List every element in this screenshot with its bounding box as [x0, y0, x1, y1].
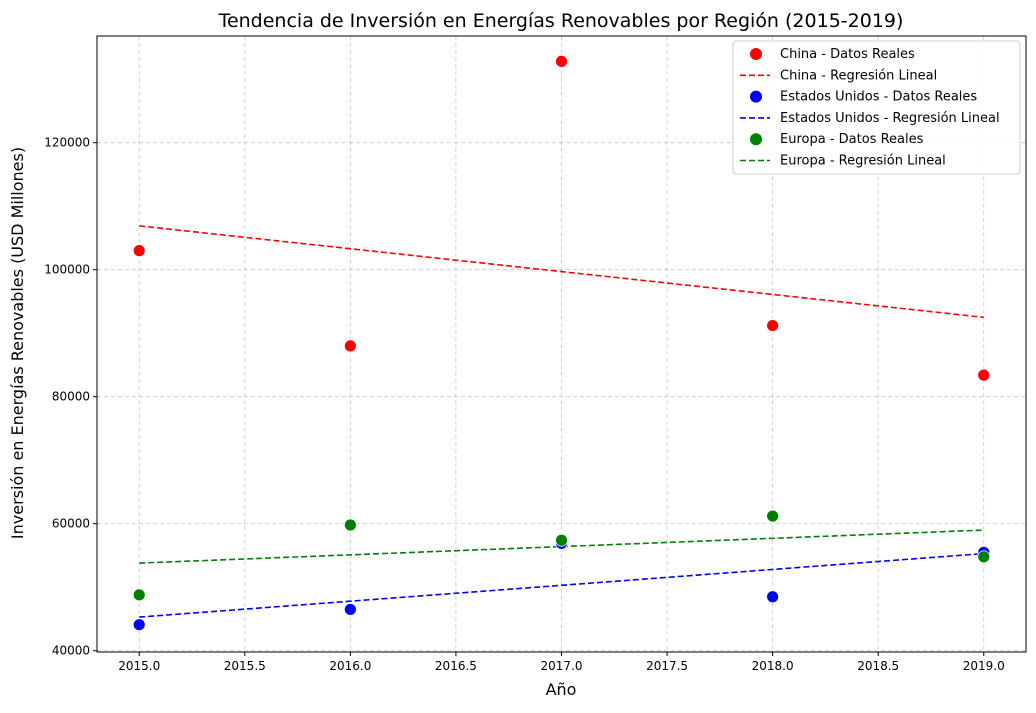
x-tick-label: 2016.0 [329, 659, 371, 673]
data-series [132, 55, 991, 632]
y-tick-label: 60000 [52, 517, 90, 531]
x-tick-label: 2017.0 [541, 659, 583, 673]
data-point [766, 509, 780, 523]
x-tick-label: 2015.5 [224, 659, 266, 673]
data-point [132, 244, 146, 258]
y-tick-label: 100000 [44, 263, 90, 277]
data-point [977, 550, 991, 564]
legend-box [732, 40, 1021, 175]
axes: 2015.0 2015.5 2016.0 2016.5 2017.0 2017.5 2018… [44, 35, 1027, 673]
data-point [766, 319, 780, 332]
legend-label: China - Regresión Lineal [780, 68, 937, 83]
x-axis-label: Año [546, 680, 577, 699]
data-point [555, 533, 568, 547]
y-tick-label: 40000 [52, 644, 90, 658]
data-point [343, 339, 357, 353]
data-point [132, 588, 146, 602]
data-point [343, 603, 357, 616]
legend-marker [750, 90, 762, 103]
data-point [977, 368, 991, 382]
legend-label: Estados Unidos - Regresión Lineal [780, 111, 1000, 126]
x-tick-label: 2015.0 [118, 659, 160, 673]
legend-label: Estados Unidos - Datos Reales [780, 90, 977, 105]
data-point [343, 518, 357, 532]
legend-label: Europa - Datos Reales [780, 132, 924, 147]
x-tick-label: 2019.0 [963, 659, 1005, 673]
chart-title: Tendencia de Inversión en Energías Renov… [218, 10, 904, 32]
regression-line [139, 529, 984, 564]
legend-label: China - Datos Reales [780, 47, 915, 62]
data-point [132, 618, 146, 632]
y-tick-label: 80000 [52, 390, 90, 404]
x-tick-label: 2018.5 [857, 659, 899, 673]
regression-line [139, 552, 984, 618]
y-tick-label: 120000 [44, 136, 90, 150]
data-point [766, 590, 780, 604]
legend-marker [750, 133, 762, 146]
legend-label: Europa - Regresión Lineal [780, 154, 946, 169]
legend-marker [750, 48, 762, 60]
y-axis-label: Inversión en Energías Renovables (USD Mi… [8, 147, 27, 539]
data-point [555, 55, 568, 68]
regression-line [139, 225, 984, 319]
x-tick-label: 2016.5 [435, 659, 477, 673]
grid [97, 36, 1026, 652]
x-tick-label: 2017.5 [646, 659, 688, 673]
legend: China - Datos Reales China - Regresión Li… [732, 40, 1021, 175]
x-tick-label: 2018.0 [752, 659, 794, 673]
